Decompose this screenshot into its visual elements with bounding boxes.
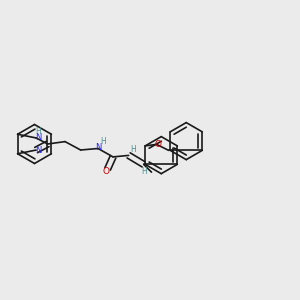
Text: N: N bbox=[35, 133, 42, 142]
Text: N: N bbox=[35, 146, 42, 154]
Text: H: H bbox=[141, 167, 147, 176]
Text: H: H bbox=[130, 145, 136, 154]
Text: H: H bbox=[100, 137, 106, 146]
Text: H: H bbox=[36, 127, 41, 136]
Text: O: O bbox=[103, 167, 110, 176]
Text: N: N bbox=[95, 142, 101, 152]
Text: O: O bbox=[154, 140, 161, 149]
